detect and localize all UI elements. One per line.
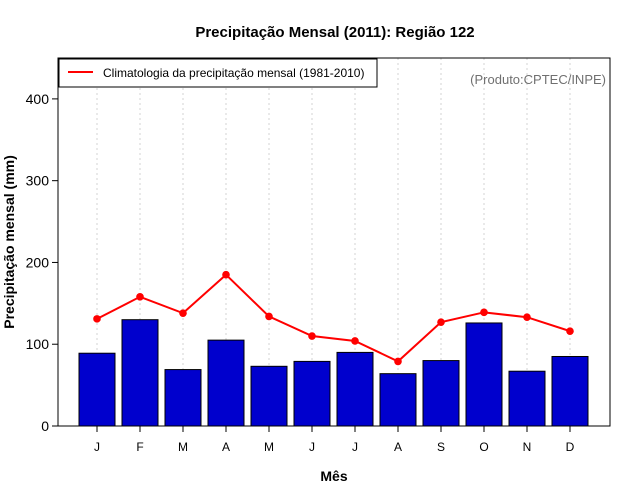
x-tick-label: M: [178, 440, 188, 454]
x-tick-label: D: [566, 440, 575, 454]
bar: [250, 365, 288, 427]
x-tick-label: J: [352, 440, 358, 454]
climatology-point: [394, 357, 402, 366]
climatology-point: [222, 270, 230, 279]
bar: [551, 355, 589, 427]
climatology-point: [179, 309, 187, 317]
y-tick-label: 300: [26, 173, 50, 189]
climatology-point: [523, 313, 531, 322]
bars: [78, 319, 589, 427]
chart-title: Precipitação Mensal (2011): Região 122: [195, 24, 474, 41]
climatology-point: [480, 308, 488, 317]
legend-box: [58, 58, 378, 88]
bar: [422, 360, 460, 427]
climatology-point: [265, 312, 273, 321]
x-tick-label: S: [437, 440, 445, 454]
bar: [508, 370, 546, 427]
legend: Climatologia da precipitação mensal (198…: [58, 58, 378, 88]
bar: [78, 352, 116, 427]
credit-annotation: (Produto:CPTEC/INPE): [470, 72, 606, 87]
x-tick-label: J: [94, 440, 100, 454]
x-tick-label: N: [523, 440, 532, 454]
climatology-point: [351, 337, 359, 345]
y-tick-label: 400: [26, 91, 50, 107]
bar: [121, 319, 159, 427]
x-axis-title: Mês: [320, 468, 347, 484]
climatology-point: [437, 318, 445, 326]
bar: [465, 322, 503, 427]
x-tick-label: M: [264, 440, 274, 454]
climatology-point: [566, 327, 574, 335]
x-tick-label: J: [309, 440, 315, 454]
bar: [207, 339, 245, 427]
y-tick-label: 100: [26, 336, 50, 352]
bar: [293, 360, 331, 427]
climatology-line: [93, 270, 574, 366]
y-tick-label: 200: [26, 254, 50, 270]
x-tick-label: O: [479, 440, 488, 454]
x-tick-label: A: [222, 440, 230, 454]
y-axis: 0 100 200 300 400: [26, 91, 58, 434]
bar: [164, 369, 202, 427]
climatology-point: [136, 292, 144, 301]
climatology-point: [308, 332, 316, 340]
y-tick-label: 0: [41, 418, 49, 434]
legend-label: Climatologia da precipitação mensal (198…: [103, 66, 364, 80]
y-axis-title: Precipitação mensal (mm): [1, 155, 17, 329]
x-tick-label: F: [136, 440, 143, 454]
bar: [379, 373, 417, 427]
x-tick-label: A: [394, 440, 402, 454]
climatology-polyline: [96, 273, 571, 363]
bar: [336, 351, 374, 427]
climatology-point: [93, 315, 101, 323]
plot-frame: [57, 57, 611, 427]
